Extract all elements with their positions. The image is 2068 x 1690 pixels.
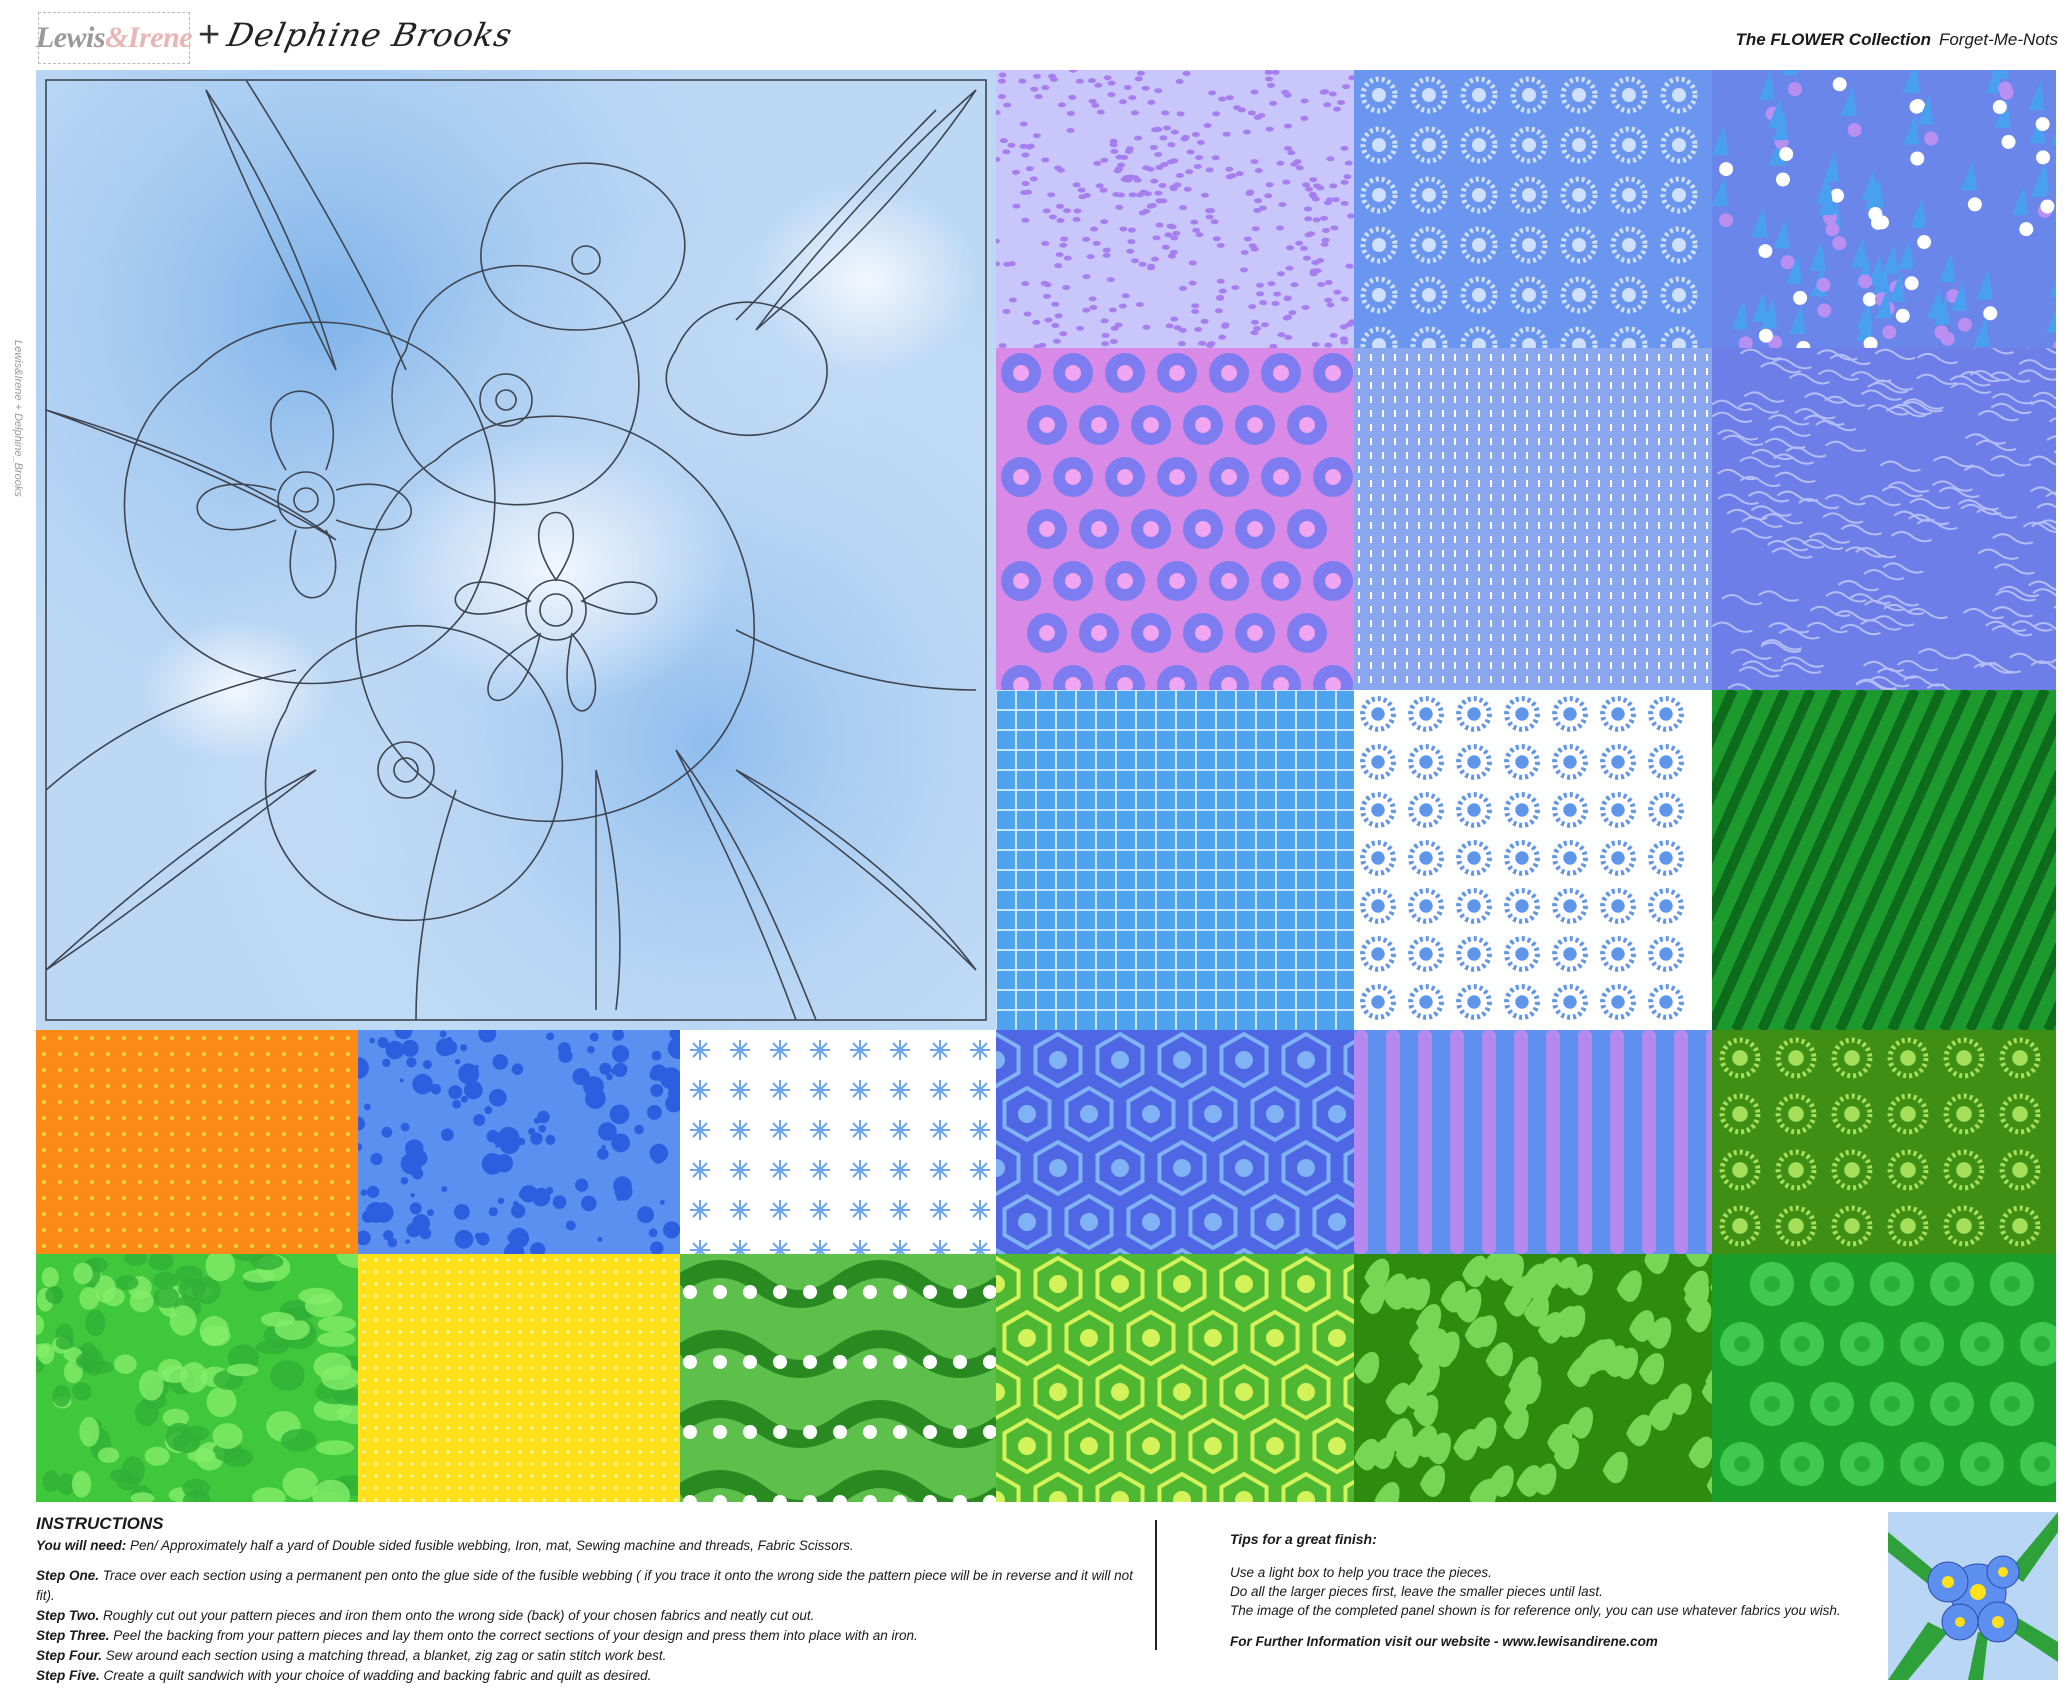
swatch-blue-floral	[1712, 70, 2056, 348]
step-label: Step One.	[36, 1568, 100, 1583]
step-text: Create a quilt sandwich with your choice…	[103, 1668, 652, 1683]
quilt-panel	[36, 70, 2056, 1502]
swatch-white-dot	[1354, 690, 1712, 1030]
swatch-blue-hexagon	[996, 1030, 1354, 1254]
design-name: Forget-Me-Nots	[1938, 30, 2058, 49]
swatch-pattern	[1712, 1254, 2056, 1502]
swatch-periwinkle-crackle	[1712, 348, 2056, 690]
step-text: Trace over each section using a permanen…	[36, 1568, 1133, 1603]
swatch-green-wave-floral	[680, 1254, 996, 1502]
instructions-block: INSTRUCTIONS You will need: Pen/ Approxi…	[36, 1514, 1136, 1686]
swatch-pattern	[1354, 1254, 1712, 1502]
swatch-pattern	[1712, 690, 2056, 1030]
step-label: Step Four.	[36, 1648, 103, 1663]
swatch-pattern	[1354, 1030, 1712, 1254]
swatch-pattern	[680, 1030, 996, 1254]
vertical-divider	[1155, 1520, 1157, 1650]
brand-right-text: Irene	[127, 21, 193, 54]
swatch-yellow-dot	[358, 1254, 680, 1502]
step-label: Step Two.	[36, 1608, 100, 1623]
swatch-pattern	[996, 1030, 1354, 1254]
tip-line: Use a light box to help you trace the pi…	[1230, 1565, 1492, 1580]
step-three: Step Three. Peel the backing from your p…	[36, 1626, 1136, 1646]
swatch-green-hexagon	[996, 1254, 1354, 1502]
collection-title: The FLOWER Collection Forget-Me-Nots	[1735, 30, 2058, 50]
swatch-green-flower	[1712, 1254, 2056, 1502]
swatch-pattern	[1712, 70, 2056, 348]
tip-line: The image of the completed panel shown i…	[1230, 1603, 1841, 1618]
collection-name: The FLOWER Collection	[1735, 30, 1931, 49]
need-text: Pen/ Approximately half a yard of Double…	[130, 1538, 854, 1553]
website-line: For Further Information visit our websit…	[1230, 1634, 1658, 1649]
step-text: Sew around each section using a matching…	[105, 1648, 667, 1663]
tips-title: Tips for a great finish:	[1230, 1531, 1377, 1547]
swatch-pattern	[680, 1254, 996, 1502]
you-will-need: You will need: Pen/ Approximately half a…	[36, 1536, 1136, 1556]
swatch-blue-daisy	[1354, 70, 1712, 348]
swatch-pattern	[996, 1254, 1354, 1502]
step-two: Step Two. Roughly cut out your pattern p…	[36, 1606, 1136, 1626]
step-text: Peel the backing from your pattern piece…	[113, 1628, 918, 1643]
swatch-lilac-speckle	[996, 70, 1354, 348]
swatch-pattern	[996, 690, 1354, 1030]
need-label: You will need:	[36, 1538, 127, 1553]
swatch-pattern	[1354, 690, 1712, 1030]
swatch-white-snowflake	[680, 1030, 996, 1254]
brand-amp-text: &	[105, 21, 128, 54]
swatch-pattern	[996, 70, 1354, 348]
swatch-pattern	[1354, 70, 1712, 348]
swatch-purple-ogee	[1354, 1030, 1712, 1254]
swatch-green-stripe	[1712, 690, 2056, 1030]
swatch-orange-star	[36, 1030, 358, 1254]
swatch-pink-medallion	[996, 348, 1354, 690]
step-label: Step Three.	[36, 1628, 110, 1643]
tip-line: Do all the larger pieces first, leave th…	[1230, 1584, 1603, 1599]
swatch-blue-dash	[1354, 348, 1712, 690]
step-five: Step Five. Create a quilt sandwich with …	[36, 1666, 1136, 1686]
step-label: Step Five.	[36, 1668, 100, 1683]
swatch-pattern	[1354, 348, 1712, 690]
collab-plus: +	[198, 14, 221, 56]
swatch-pattern	[358, 1030, 680, 1254]
step-text: Roughly cut out your pattern pieces and …	[103, 1608, 815, 1623]
swatch-blue-grid	[996, 690, 1354, 1030]
swatch-pattern	[358, 1254, 680, 1502]
swatch-green-camo	[36, 1254, 358, 1502]
swatch-pattern	[1712, 1030, 2056, 1254]
forget-me-not-drawing	[36, 70, 1006, 1030]
swatch-pattern	[996, 348, 1354, 690]
swatch-green-foliage	[1354, 1254, 1712, 1502]
tips-block: Tips for a great finish: Use a light box…	[1230, 1530, 1870, 1651]
instructions-title: INSTRUCTIONS	[36, 1514, 164, 1533]
lewis-irene-logo: Lewis & Irene	[35, 12, 193, 64]
swatch-green-sunburst	[1712, 1030, 2056, 1254]
swatch-pattern	[1712, 348, 2056, 690]
swatch-pattern	[36, 1254, 358, 1502]
swatch-pattern	[36, 1030, 358, 1254]
swatch-blue-splatter	[358, 1030, 680, 1254]
thumbnail-image	[1888, 1512, 2058, 1680]
brand-left-text: Lewis	[35, 21, 106, 54]
designer-signature: Delphine Brooks	[223, 16, 517, 54]
step-four: Step Four. Sew around each section using…	[36, 1646, 1136, 1666]
side-brand-mark: Lewis&Irene + Delphine_Brooks	[12, 340, 24, 497]
step-one: Step One. Trace over each section using …	[36, 1566, 1136, 1606]
completed-panel-thumbnail	[1888, 1512, 2058, 1680]
forget-me-not-outline-panel	[36, 70, 1006, 1030]
